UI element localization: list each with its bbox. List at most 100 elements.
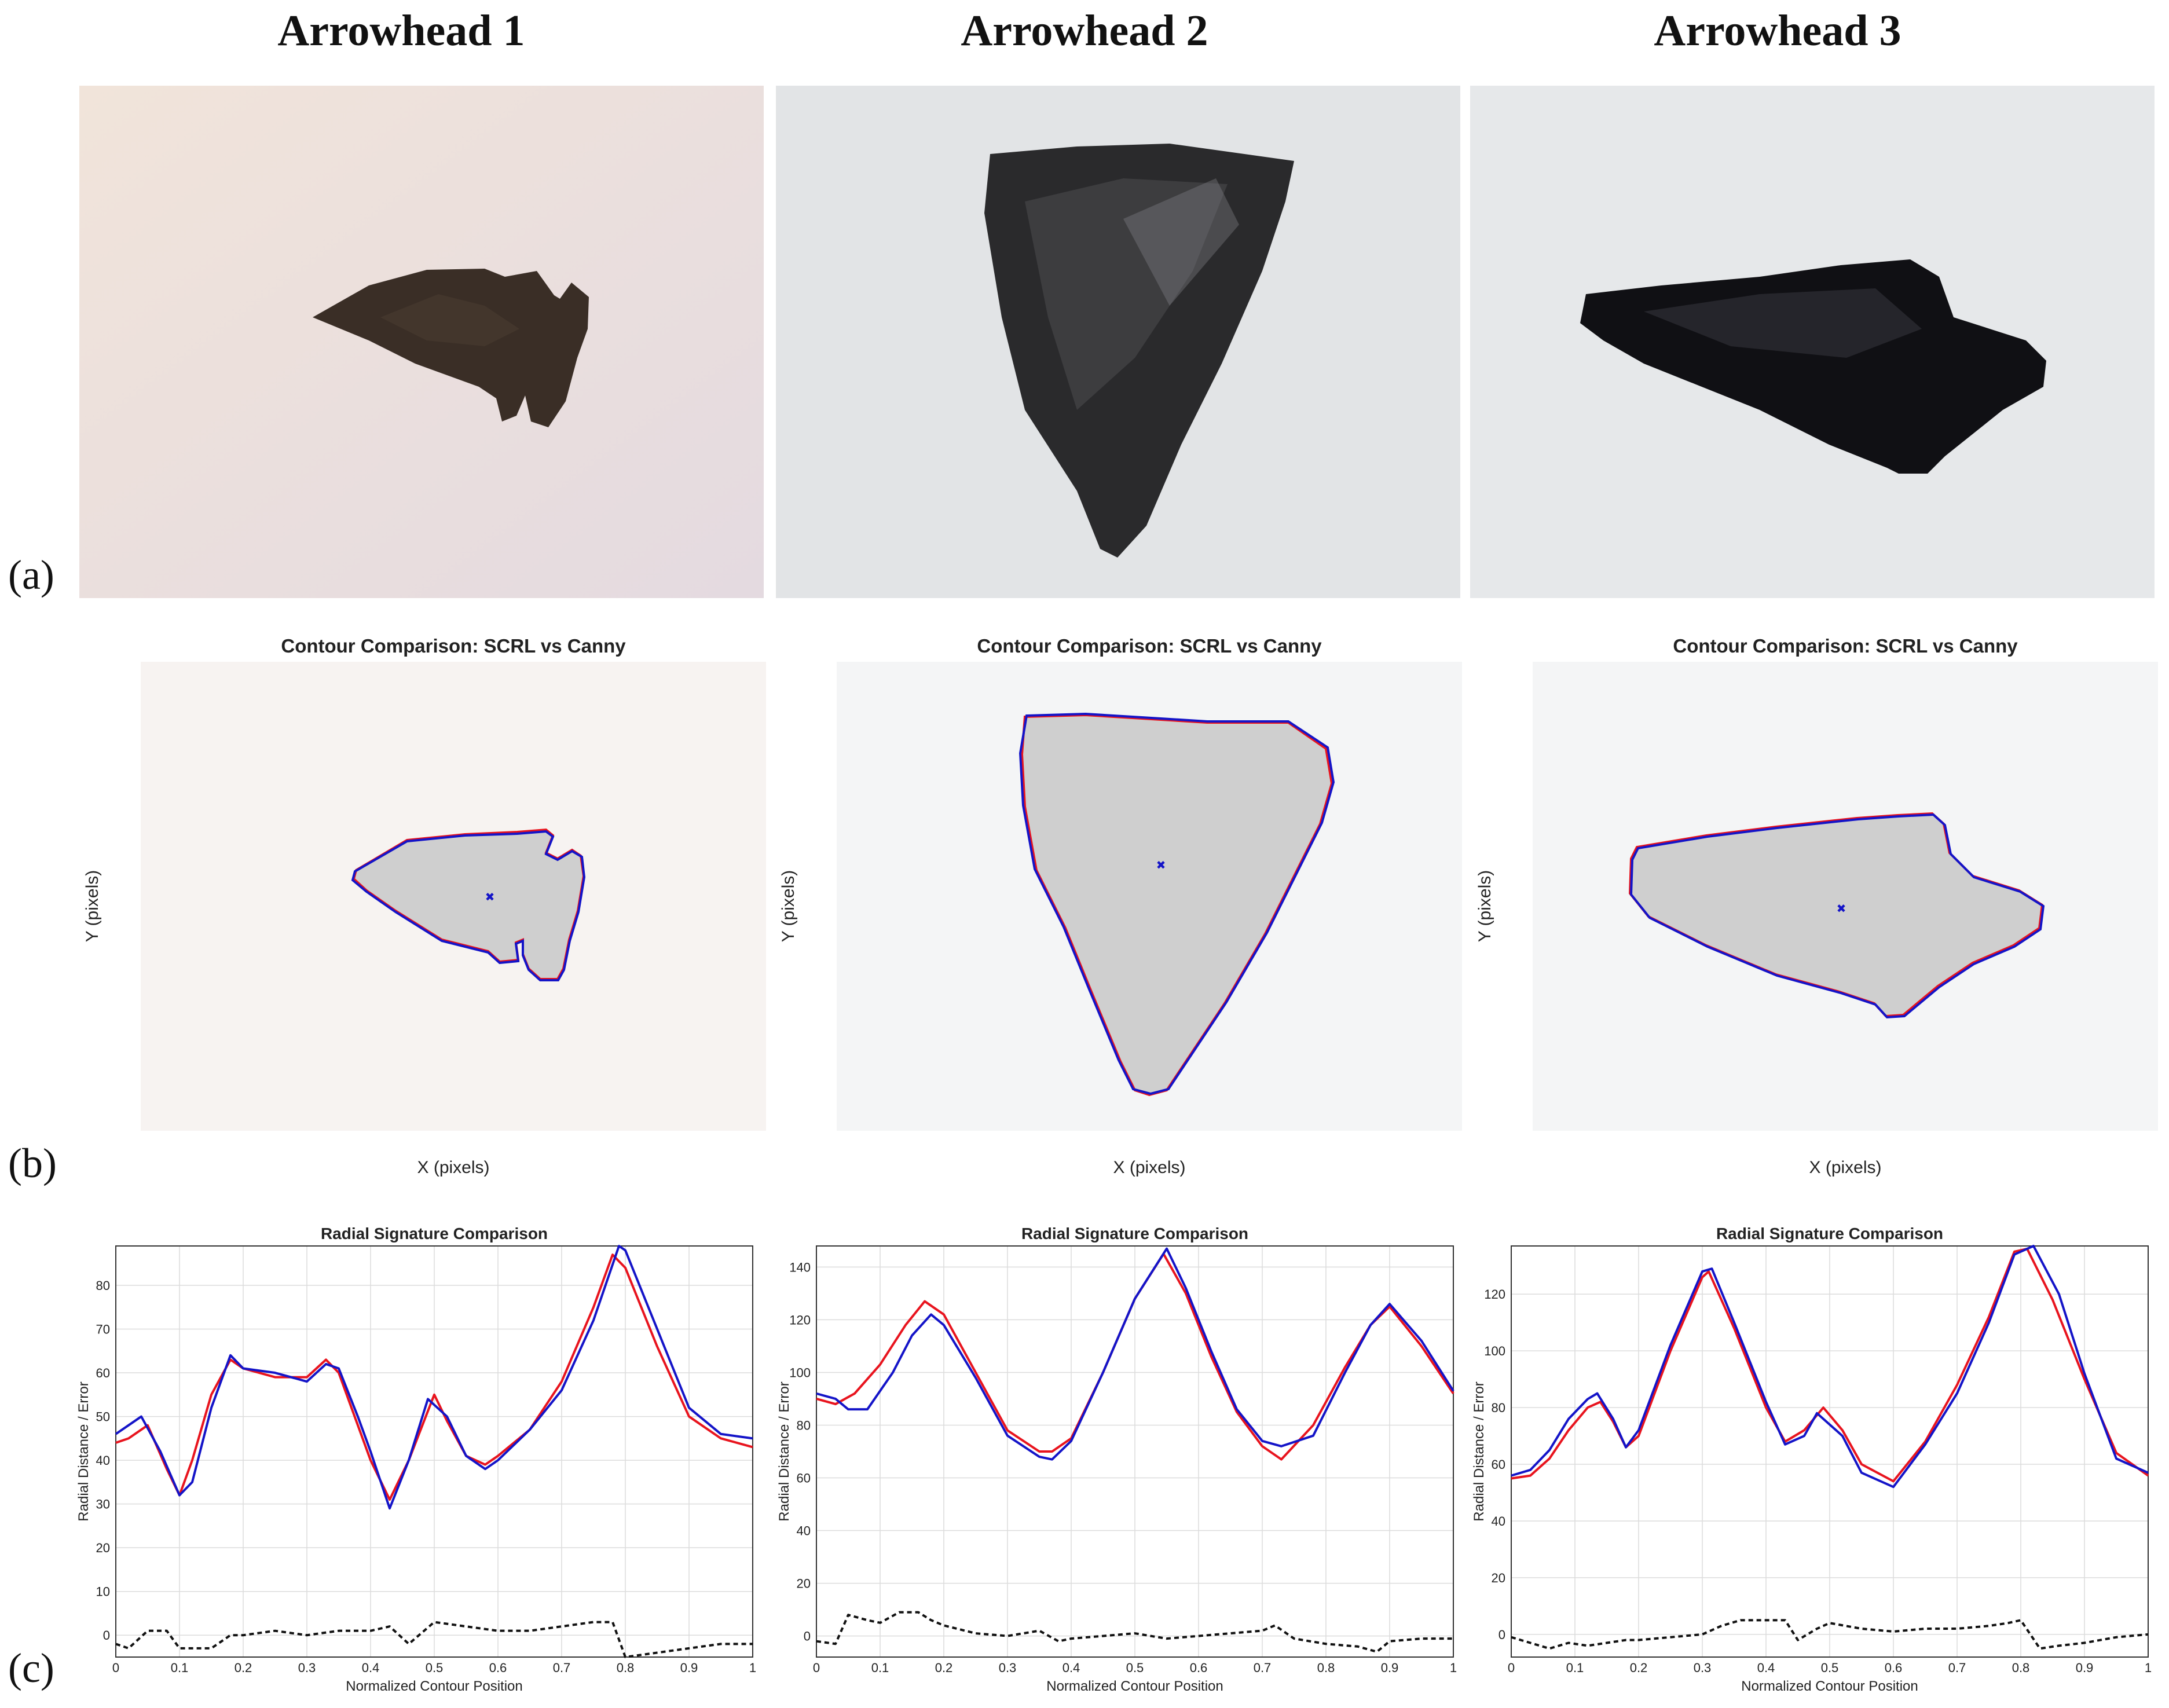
y-tick-label: 120	[789, 1313, 811, 1327]
x-tick-label: 0.6	[489, 1661, 507, 1675]
error-series-line	[816, 1611, 1453, 1653]
x-tick-label: 0.3	[1694, 1661, 1712, 1675]
x-tick-label: 0	[1508, 1661, 1515, 1675]
x-tick-label: 0.8	[2012, 1661, 2030, 1675]
y-tick-label: 50	[96, 1410, 110, 1424]
y-tick-label: 40	[797, 1524, 811, 1538]
chart-title: Radial Signature Comparison	[1021, 1225, 1248, 1242]
y-tick-label: 100	[1484, 1344, 1505, 1358]
y-tick-label: 80	[96, 1278, 110, 1293]
x-tick-label: 0.4	[1757, 1661, 1775, 1675]
y-tick-label: 0	[103, 1628, 110, 1643]
canny-series-line	[1511, 1245, 2149, 1489]
canny-series-line	[115, 1245, 753, 1510]
row-label-b: (b)	[8, 1140, 57, 1186]
canny-series-line	[816, 1247, 1454, 1461]
arrowhead-2-photo	[776, 86, 1460, 598]
x-tick-label: 0.4	[1062, 1661, 1080, 1675]
x-tick-label: 0.9	[2076, 1661, 2094, 1675]
error-series-line	[1511, 1619, 2149, 1650]
contour-ylabel-2: Y (pixels)	[779, 870, 798, 943]
row-label-a: (a)	[8, 552, 54, 598]
y-tick-label: 140	[789, 1260, 811, 1274]
y-tick-label: 0	[1498, 1628, 1505, 1642]
error-series-line	[115, 1621, 753, 1658]
y-tick-label: 20	[797, 1577, 811, 1591]
y-tick-label: 60	[96, 1366, 110, 1380]
x-tick-label: 0.8	[1317, 1661, 1335, 1675]
y-tick-label: 60	[1492, 1457, 1505, 1472]
scrl-series-line	[1511, 1247, 2149, 1483]
x-tick-label: 0.1	[871, 1661, 889, 1675]
contour-title-3: Contour Comparison: SCRL vs Canny	[1673, 635, 2018, 657]
y-tick-label: 10	[96, 1585, 110, 1599]
radial-chart-2: Radial Signature Comparison 0 0.1 0.2 0.3 0.4…	[776, 1225, 1457, 1694]
x-tick-label: 0.1	[171, 1661, 189, 1675]
y-tick-label: 80	[1492, 1401, 1505, 1415]
contour-xlabel-1: X (pixels)	[417, 1158, 490, 1177]
column-title-2: Arrowhead 2	[961, 6, 1208, 55]
x-tick-label: 0.7	[1254, 1661, 1272, 1675]
x-tick-label: 0.8	[617, 1661, 635, 1675]
centroid-marker-2: ✖	[1156, 859, 1166, 872]
plot-frame	[816, 1245, 1454, 1658]
contour-ylabel-1: Y (pixels)	[83, 870, 102, 943]
x-tick-label: 1	[2145, 1661, 2152, 1675]
chart-title: Radial Signature Comparison	[321, 1225, 548, 1242]
y-tick-label: 40	[1492, 1514, 1505, 1529]
contour-xlabel-3: X (pixels)	[1809, 1158, 1882, 1177]
y-tick-label: 0	[804, 1629, 811, 1644]
centroid-marker-3: ✖	[1837, 903, 1846, 915]
y-axis-label: Radial Distance / Error	[76, 1381, 91, 1521]
y-tick-label: 120	[1484, 1287, 1505, 1302]
y-tick-label: 40	[96, 1453, 110, 1468]
radial-chart-3: Radial Signature Comparison 0 0.1 0.2 0.3 0.4…	[1471, 1225, 2152, 1694]
arrowhead-3-photo	[1470, 86, 2155, 598]
x-axis-label: Normalized Contour Position	[1741, 1678, 1918, 1694]
x-tick-label: 0.5	[1821, 1661, 1839, 1675]
x-tick-label: 0.1	[1566, 1661, 1584, 1675]
y-tick-label: 70	[96, 1322, 110, 1337]
x-tick-label: 0.5	[1126, 1661, 1144, 1675]
x-tick-label: 0.3	[298, 1661, 316, 1675]
x-axis-label: Normalized Contour Position	[1046, 1678, 1223, 1694]
y-tick-label: 80	[797, 1418, 811, 1432]
x-tick-label: 0.5	[426, 1661, 444, 1675]
chart-title: Radial Signature Comparison	[1716, 1225, 1943, 1242]
x-tick-label: 1	[1450, 1661, 1457, 1675]
x-tick-label: 0	[112, 1661, 119, 1675]
y-tick-label: 30	[96, 1497, 110, 1512]
column-title-3: Arrowhead 3	[1654, 6, 1901, 55]
y-tick-label: 60	[797, 1471, 811, 1486]
x-tick-label: 1	[749, 1661, 756, 1675]
x-tick-label: 0.3	[999, 1661, 1017, 1675]
x-tick-label: 0.7	[1948, 1661, 1966, 1675]
contour-title-1: Contour Comparison: SCRL vs Canny	[281, 635, 626, 657]
contour-xlabel-2: X (pixels)	[1113, 1158, 1186, 1177]
contour-panel-1: ✖	[141, 662, 766, 1131]
x-tick-label: 0.4	[362, 1661, 380, 1675]
scrl-series-line	[115, 1253, 753, 1501]
y-tick-label: 20	[96, 1541, 110, 1555]
y-tick-label: 20	[1492, 1571, 1505, 1585]
x-tick-label: 0.6	[1885, 1661, 1903, 1675]
x-axis-label: Normalized Contour Position	[346, 1678, 522, 1694]
y-tick-label: 100	[789, 1365, 811, 1380]
x-tick-label: 0	[813, 1661, 820, 1675]
row-label-c: (c)	[8, 1645, 54, 1691]
x-tick-label: 0.9	[1381, 1661, 1399, 1675]
x-tick-label: 0.7	[553, 1661, 571, 1675]
plot-frame	[115, 1245, 753, 1658]
contour-panel-3: ✖	[1533, 662, 2158, 1131]
x-tick-label: 0.9	[680, 1661, 698, 1675]
radial-chart-1: Radial Signature Comparison 0 0.1 0.2 0.3 0.4…	[76, 1225, 756, 1694]
column-title-1: Arrowhead 1	[277, 6, 525, 55]
x-tick-label: 0.2	[235, 1661, 252, 1675]
y-axis-label: Radial Distance / Error	[776, 1381, 792, 1521]
arrowhead-1-photo	[79, 86, 764, 598]
contour-panel-2: ✖	[837, 662, 1462, 1131]
contour-ylabel-3: Y (pixels)	[1475, 870, 1495, 943]
x-tick-label: 0.6	[1190, 1661, 1208, 1675]
x-tick-label: 0.2	[1630, 1661, 1648, 1675]
centroid-marker-1: ✖	[485, 891, 495, 904]
